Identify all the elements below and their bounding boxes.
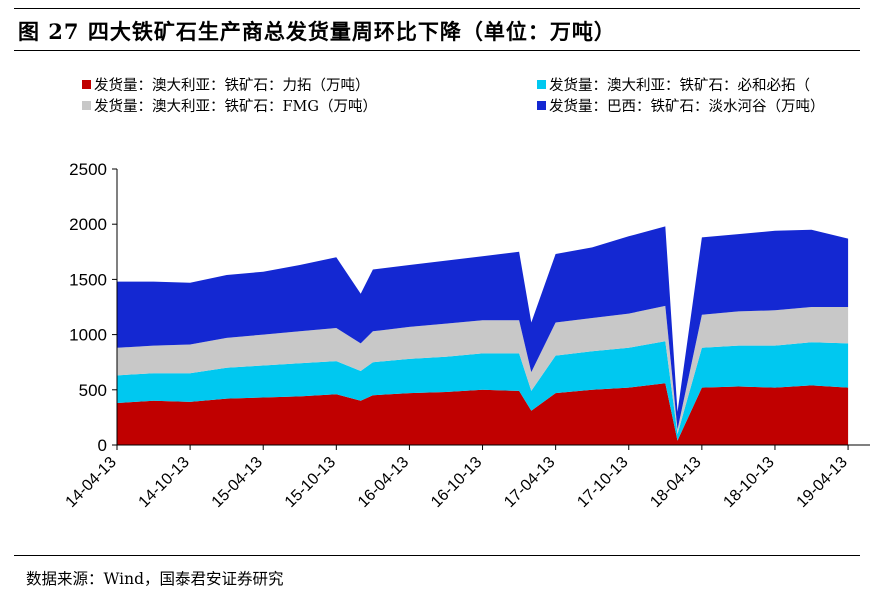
y-tick-label: 2500 <box>69 160 107 179</box>
y-tick-label: 2000 <box>69 215 107 234</box>
title-rule <box>14 50 860 51</box>
top-rule <box>14 8 860 9</box>
y-tick-label: 1000 <box>69 326 107 345</box>
y-tick-label: 0 <box>98 436 107 455</box>
x-axis: 14-04-13 14-10-13 15-04-13 15-10-13 16-04-13… <box>63 444 870 511</box>
x-tick-label: 18-04-13 <box>647 454 704 511</box>
area-series-3 <box>117 226 849 430</box>
legend-item-rio-tinto: 发货量：澳大利亚：铁矿石：力拓（万吨） <box>82 76 370 97</box>
legend-item-vale: 发货量：巴西：铁矿石：淡水河谷（万吨） <box>537 97 825 118</box>
y-axis: 0 500 1000 1500 2000 2500 <box>69 160 118 455</box>
legend-swatch <box>82 101 91 110</box>
x-tick-label: 16-04-13 <box>355 454 412 511</box>
legend-label: 发货量：澳大利亚：铁矿石：力拓（万吨） <box>94 78 370 94</box>
x-tick-label: 14-10-13 <box>136 454 193 511</box>
legend-label: 发货量：巴西：铁矿石：淡水河谷（万吨） <box>549 99 825 115</box>
x-tick-label: 19-04-13 <box>794 454 851 511</box>
x-tick-label: 16-10-13 <box>428 454 485 511</box>
x-tick-label: 15-04-13 <box>209 454 266 511</box>
legend-swatch <box>82 80 91 89</box>
source-note: 数据来源：Wind，国泰君安证券研究 <box>26 570 284 588</box>
stacked-area-chart: 0 500 1000 1500 2000 2500 14-04-13 14-10-13 15-… <box>63 160 870 511</box>
area-series-2 <box>117 305 849 434</box>
y-tick-label: 1500 <box>69 270 107 289</box>
legend-label: 发货量：澳大利亚：铁矿石：FMG（万吨） <box>94 99 377 115</box>
legend-label: 发货量：澳大利亚：铁矿石：必和必拓（ <box>549 78 810 94</box>
area-series-1 <box>117 341 849 441</box>
area-series-0 <box>117 383 849 445</box>
y-tick-label: 500 <box>79 381 107 400</box>
x-tick-label: 15-10-13 <box>282 454 339 511</box>
x-tick-label: 14-04-13 <box>63 454 120 511</box>
bottom-rule <box>14 555 860 556</box>
x-tick-label: 17-04-13 <box>501 454 558 511</box>
legend-swatch <box>537 80 546 89</box>
area-series-group <box>117 226 849 445</box>
x-tick-label: 17-10-13 <box>574 454 631 511</box>
figure-title: 图 27 四大铁矿石生产商总发货量周环比下降（单位：万吨） <box>18 19 616 44</box>
x-tick-label: 18-10-13 <box>720 454 777 511</box>
legend-swatch <box>537 101 546 110</box>
legend-item-fmg: 发货量：澳大利亚：铁矿石：FMG（万吨） <box>82 97 377 118</box>
legend-item-bhp: 发货量：澳大利亚：铁矿石：必和必拓（ <box>537 76 810 97</box>
